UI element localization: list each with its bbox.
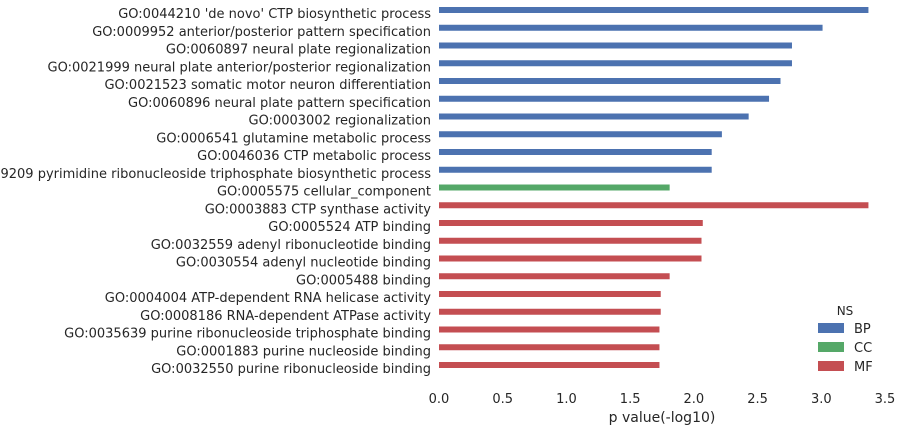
bar [439,237,702,244]
category-label: GO:0005488 binding [296,273,431,288]
category-label: GO:0004004 ATP-dependent RNA helicase ac… [105,291,432,306]
legend-title: NS [837,304,854,318]
bar [439,202,869,209]
category-label: GO:0060896 neural plate pattern specific… [128,96,431,111]
x-tick-label: 3.0 [811,392,832,407]
category-label: GO:0021523 somatic motor neuron differen… [104,78,431,93]
bar [439,7,869,13]
x-tick-label: 0.5 [492,392,513,407]
legend-swatch [818,361,844,371]
legend: NS BP CC MF [818,304,873,375]
category-label: GO:0035639 purine ribonucleoside triphos… [64,327,431,342]
category-label: GO:0005524 ATP binding [268,220,431,235]
category-label: GO:0005575 cellular_component [217,185,431,200]
bar [439,78,781,84]
bar [439,95,770,102]
category-label: GO:0003883 CTP synthase activity [205,202,432,217]
category-label: GO:0032559 adenyl ribonucleotide binding [151,238,431,253]
bar [439,166,712,173]
bar [439,60,792,67]
x-tick-label: 3.5 [875,392,896,407]
legend-swatch [818,323,844,333]
x-tick-label: 2.5 [747,392,768,407]
category-label: GO:0008186 RNA-dependent ATPase activity [140,309,431,324]
x-tick-label: 0.0 [429,392,450,407]
category-label: GO:0003002 regionalization [249,114,431,129]
bar [439,344,660,351]
x-tick-label: 1.5 [620,392,641,407]
category-label: GO:0032550 purine ribonucleoside binding [151,362,431,377]
bar [439,184,670,191]
legend-entries: BP CC MF [818,322,873,375]
category-label: GO:0009952 anterior/posterior pattern sp… [92,25,431,40]
bar [439,273,670,280]
bar [439,149,712,155]
bar [439,291,661,297]
x-axis-title: p value(-log10) [609,410,716,426]
bar [439,131,722,138]
bar [439,42,792,49]
bar [439,113,749,120]
category-labels: GO:0044210 'de novo' CTP biosynthetic pr… [0,7,431,377]
bars-group [439,7,869,368]
legend-label: MF [854,360,873,375]
legend-swatch [818,342,844,352]
category-label: GO:0001883 purine nucleoside binding [176,344,431,359]
bar [439,326,660,333]
legend-label: CC [854,341,872,356]
x-tick-labels: 0.0 0.5 1.0 1.5 2.0 2.5 3.0 3.5 [429,392,896,407]
category-label: GO:0044210 'de novo' CTP biosynthetic pr… [118,7,431,22]
category-label: GO:0060897 neural plate regionalization [166,43,431,58]
x-tick-label: 1.0 [556,392,577,407]
category-label: GO:0046036 CTP metabolic process [197,149,431,164]
legend-label: BP [854,322,871,337]
category-label: GO:0030554 adenyl nucleotide binding [176,256,431,271]
bar [439,220,703,226]
category-label: GO:0006541 glutamine metabolic process [156,131,431,146]
bar [439,362,660,368]
bar [439,308,661,315]
category-label: GO:0021999 neural plate anterior/posteri… [48,60,431,75]
bar [439,24,823,31]
category-label: GO:0009209 pyrimidine ribonucleoside tri… [0,167,431,182]
x-tick-label: 2.0 [684,392,705,407]
bar [439,255,702,262]
